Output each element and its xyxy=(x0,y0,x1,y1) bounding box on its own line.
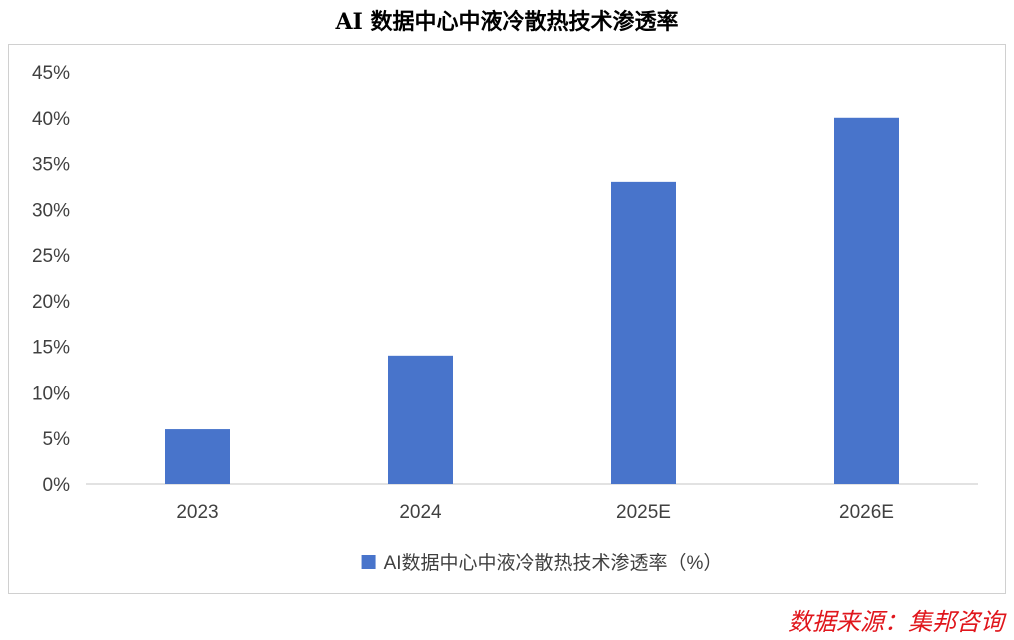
legend-label: AI数据中心中液冷散热技术渗透率（%） xyxy=(384,552,723,574)
x-tick-label: 2025E xyxy=(616,502,671,523)
chart-frame xyxy=(8,44,1006,594)
legend-swatch xyxy=(361,555,376,569)
bar xyxy=(165,429,230,484)
bar xyxy=(611,181,676,484)
y-tick-label: 15% xyxy=(32,338,70,359)
bar xyxy=(834,117,899,485)
x-tick-label: 2024 xyxy=(399,502,442,523)
bar-chart: 0% 5% 10% 15% 20% 25% 30% 35% 40% 45% 2023 2024 2025… xyxy=(32,63,978,574)
y-tick-label: 35% xyxy=(32,155,70,176)
y-tick-label: 0% xyxy=(43,475,71,496)
x-tick-label: 2026E xyxy=(839,502,894,523)
y-tick-label: 40% xyxy=(32,109,70,130)
x-tick-label: 2023 xyxy=(176,502,218,523)
y-tick-label: 30% xyxy=(32,200,70,221)
chart-title: AI 数据中心中液冷散热技术渗透率 xyxy=(335,9,679,35)
y-tick-label: 25% xyxy=(32,246,70,267)
y-tick-label: 5% xyxy=(43,429,71,450)
y-tick-label: 10% xyxy=(32,383,70,404)
y-tick-label: 45% xyxy=(32,63,70,84)
y-tick-label: 20% xyxy=(32,292,70,313)
data-source-note: 数据来源：集邦咨询 xyxy=(788,608,1004,636)
bar xyxy=(388,355,453,484)
